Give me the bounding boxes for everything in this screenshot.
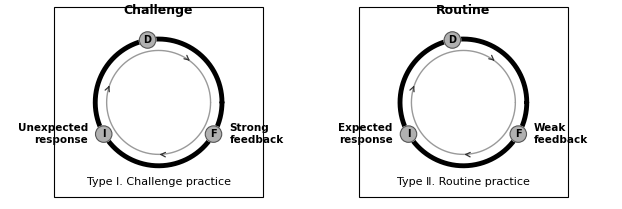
Text: Strong
feedback: Strong feedback — [230, 123, 284, 145]
Circle shape — [139, 32, 156, 48]
Text: F: F — [210, 129, 217, 139]
Circle shape — [205, 126, 221, 142]
Text: Challenge: Challenge — [124, 4, 193, 17]
Text: I: I — [407, 129, 411, 139]
Circle shape — [510, 126, 526, 142]
Circle shape — [510, 126, 526, 142]
Text: D: D — [448, 35, 457, 45]
Circle shape — [96, 126, 112, 142]
Text: Unexpected
response: Unexpected response — [17, 123, 88, 145]
Circle shape — [444, 32, 461, 48]
Circle shape — [205, 126, 221, 142]
Text: I: I — [102, 129, 106, 139]
Text: F: F — [515, 129, 522, 139]
Text: Weak
feedback: Weak feedback — [534, 123, 588, 145]
Text: Expected
response: Expected response — [338, 123, 392, 145]
Text: D: D — [144, 35, 152, 45]
Circle shape — [401, 126, 417, 142]
Text: Routine: Routine — [436, 4, 491, 17]
Text: Type Ⅰ. Challenge practice: Type Ⅰ. Challenge practice — [86, 177, 231, 187]
Text: Type Ⅱ. Routine practice: Type Ⅱ. Routine practice — [397, 177, 530, 187]
Circle shape — [139, 32, 156, 48]
Circle shape — [444, 32, 461, 48]
Circle shape — [96, 126, 112, 142]
Circle shape — [401, 126, 417, 142]
